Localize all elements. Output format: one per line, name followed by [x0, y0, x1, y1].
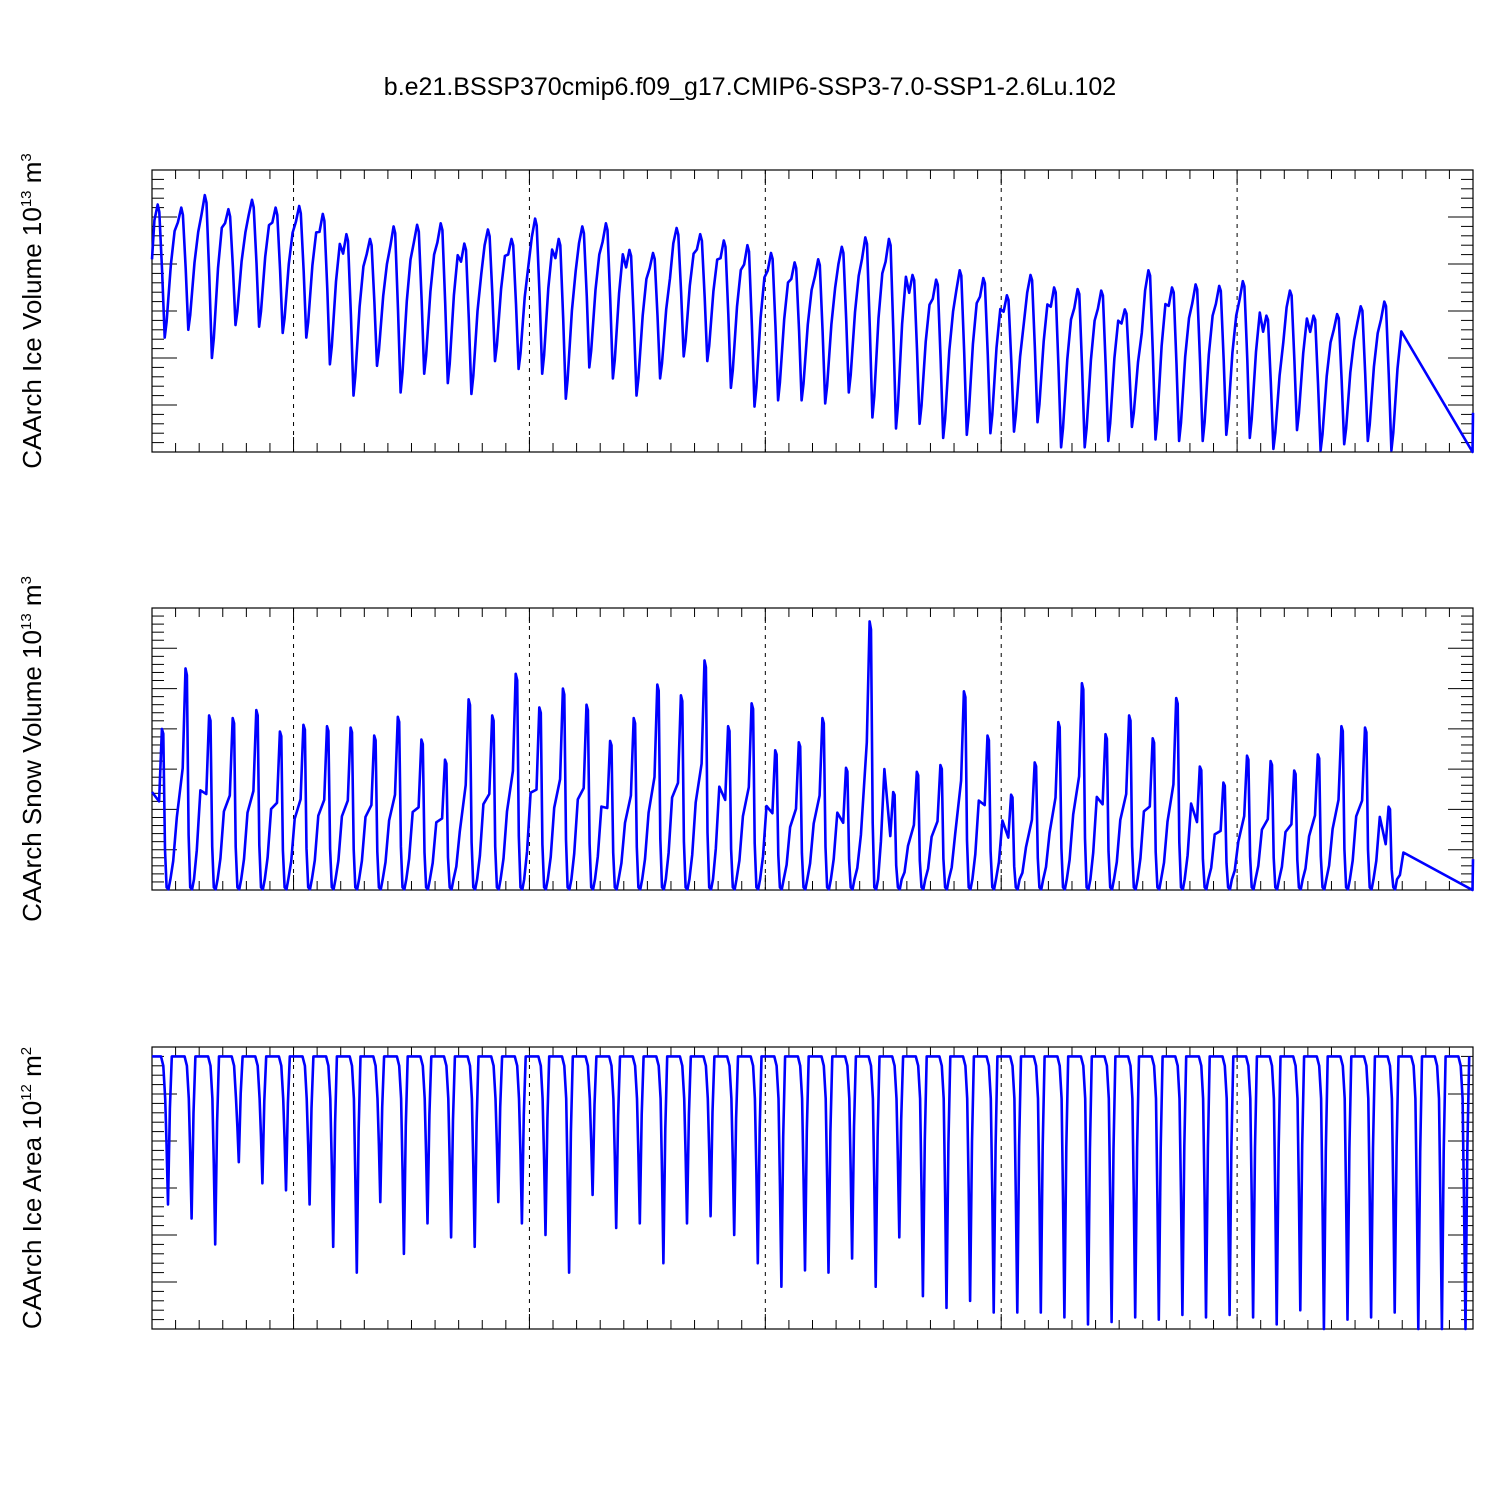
- panel-ice-area: CAArch Ice Area 1012 m2: [17, 1046, 1474, 1331]
- y-axis-label-ylabel-unit: m: [17, 1055, 47, 1084]
- y-axis-label-ylabel-unit-exp: 3: [18, 153, 35, 161]
- y-axis-label-ylabel-unit-exp: 2: [18, 1047, 35, 1055]
- y-axis-label-ylabel-unit-exp: 3: [18, 576, 35, 584]
- y-axis-label-ylabel-main: CAArch Ice Volume 10: [17, 207, 47, 469]
- y-axis-label: CAArch Ice Area 1012 m2: [17, 1047, 47, 1329]
- y-axis-label-ylabel-exp: 13: [18, 613, 35, 630]
- y-axis-label: CAArch Ice Volume 1013 m3: [17, 153, 47, 469]
- series-line-snow-volume: [150, 620, 1475, 892]
- y-axis-label: CAArch Snow Volume 1013 m3: [17, 576, 47, 922]
- panel-snow-volume: CAArch Snow Volume 1013 m3: [17, 576, 1475, 922]
- figure-title: b.e21.BSSP370cmip6.f09_g17.CMIP6-SSP3-7.…: [384, 73, 1116, 101]
- series-line-ice-area: [151, 1055, 1471, 1331]
- y-axis-label-ylabel-exp: 12: [18, 1084, 35, 1101]
- y-axis-label-ylabel-main: CAArch Ice Area 10: [17, 1101, 47, 1329]
- y-axis-label-ylabel-unit: m: [17, 162, 47, 191]
- y-axis-label-ylabel-exp: 13: [18, 190, 35, 207]
- panel-ice-volume: CAArch Ice Volume 1013 m3: [17, 153, 1475, 469]
- y-axis-label-ylabel-main: CAArch Snow Volume 10: [17, 630, 47, 922]
- series-line-ice-volume: [150, 193, 1475, 454]
- y-axis-label-ylabel-unit: m: [17, 584, 47, 613]
